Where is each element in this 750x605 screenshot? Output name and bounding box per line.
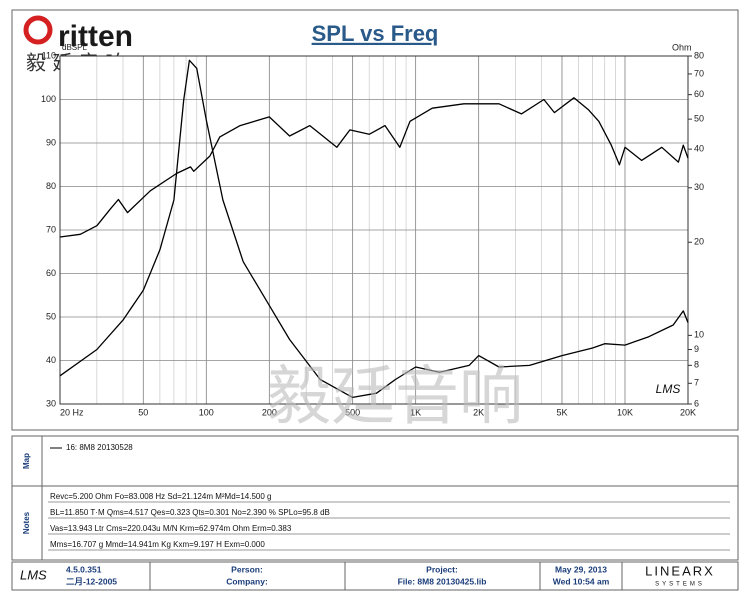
series-line <box>59 59 689 399</box>
map-label: Map <box>22 453 31 469</box>
footer-project: Project: <box>426 564 458 574</box>
footer-date: May 29, 2013 <box>555 564 607 574</box>
footer-vendor: LINEARX <box>645 563 715 578</box>
y2-tick-label: 8 <box>694 360 699 370</box>
footer-person: Person: <box>231 564 263 574</box>
y-tick-label: 100 <box>41 94 56 104</box>
y2-tick-label: 6 <box>694 398 699 408</box>
footer-version-date: 二月-12-2005 <box>66 576 117 586</box>
plot-area: 20 Hz 50 100 200 500 1K 2K 5K 10K 20K 30 40 50 60 70 80… <box>41 50 704 417</box>
footer-lms: LMS <box>20 567 47 582</box>
y-tick-label: 60 <box>46 268 56 278</box>
y2-tick-label: 50 <box>694 114 704 124</box>
footer-version: 4.5.0.351 <box>66 564 102 574</box>
y-tick-label: 50 <box>46 311 56 321</box>
chart-title: SPL vs Freq <box>312 21 439 46</box>
note-line: BL=11.850 T·M Qms=4.517 Qes=0.323 Qts=0.… <box>50 508 330 517</box>
x-tick-label: 200 <box>262 407 277 417</box>
series-line <box>59 97 689 238</box>
y2-tick-label: 60 <box>694 89 704 99</box>
x-tick-label: 5K <box>556 407 567 417</box>
plot-border <box>59 55 689 405</box>
y2-tick-label: 80 <box>694 50 704 60</box>
y2-tick-label: 20 <box>694 237 704 247</box>
logo-brand: ritten <box>58 20 133 53</box>
y2-tick-label: 30 <box>694 182 704 192</box>
legend-entry: 16: 8M8 20130528 <box>66 443 133 452</box>
y-tick-label: 30 <box>46 398 56 408</box>
y-tick-label: 90 <box>46 137 56 147</box>
x-tick-label: 20 Hz <box>60 407 84 417</box>
chart-frame <box>11 9 739 431</box>
notes-lines: Revc=5.200 Ohm Fo=83.008 Hz Sd=21.124m M… <box>48 492 730 551</box>
y-axis-label: dBSPL <box>62 43 87 52</box>
y2-axis-label: Ohm <box>672 42 692 52</box>
x-tick-label: 500 <box>345 407 360 417</box>
note-line: Revc=5.200 Ohm Fo=83.008 Hz Sd=21.124m M… <box>50 492 271 501</box>
watermark: 毅廷音响 <box>267 361 523 435</box>
x-tick-label: 1K <box>410 407 421 417</box>
logo-swoosh <box>23 15 53 45</box>
footer-time: Wed 10:54 am <box>553 576 610 586</box>
notes-label: Notes <box>22 511 31 534</box>
y2-tick-label: 7 <box>694 378 699 388</box>
x-tick-label: 20K <box>680 407 696 417</box>
y2-tick-label: 40 <box>694 143 704 153</box>
y-tick-label: 40 <box>46 355 56 365</box>
y-tick-label: 80 <box>46 181 56 191</box>
y2-tick-label: 9 <box>694 344 699 354</box>
footer <box>11 561 739 591</box>
notes-panel <box>11 485 739 561</box>
y2-tick-label: 70 <box>694 68 704 78</box>
y2-tick-label: 10 <box>694 330 704 340</box>
note-line: Vas=13.943 Ltr Cms=220.043u M/N Krm=62.9… <box>50 524 292 533</box>
plot-logo: LMS <box>656 382 681 396</box>
x-tick-label: 10K <box>617 407 633 417</box>
x-tick-label: 50 <box>138 407 148 417</box>
y-tick-label: 110 <box>42 50 56 60</box>
y-tick-label: 70 <box>46 224 56 234</box>
x-tick-label: 100 <box>199 407 214 417</box>
footer-vendor-sub: SYSTEMS <box>655 582 705 588</box>
x-tick-label: 2K <box>473 407 484 417</box>
footer-company: Company: <box>226 576 268 586</box>
footer-file: File: 8M8 20130425.lib <box>398 576 487 586</box>
note-line: Mms=16.707 g Mmd=14.941m Kg Kxm=9.197 H … <box>50 540 265 549</box>
